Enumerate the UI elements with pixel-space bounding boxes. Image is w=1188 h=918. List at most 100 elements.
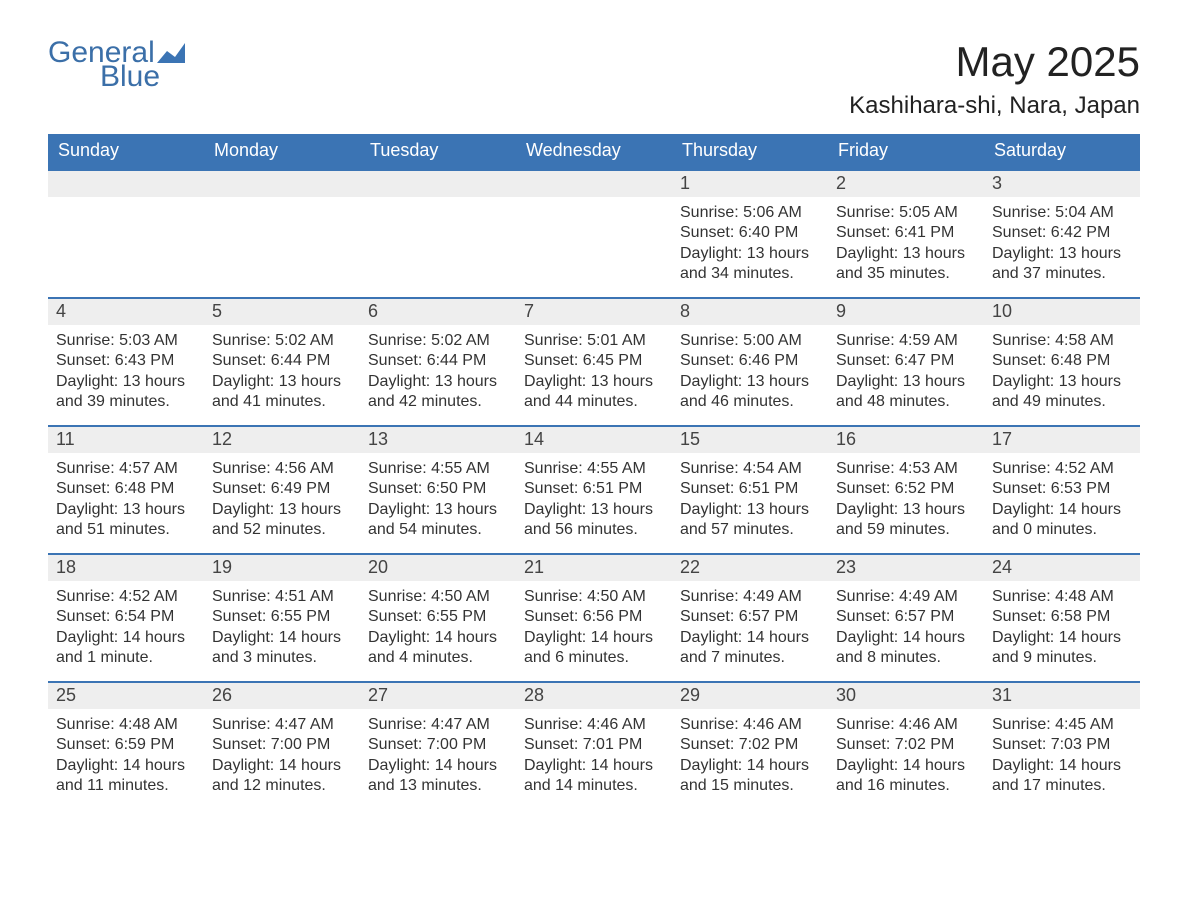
daylight-text-1: Daylight: 13 hours [524,372,664,392]
daylight-text-1: Daylight: 13 hours [56,372,196,392]
calendar-cell: 29Sunrise: 4:46 AMSunset: 7:02 PMDayligh… [672,683,828,809]
day-number: 17 [984,427,1140,453]
day-number: 7 [516,299,672,325]
sunrise-text: Sunrise: 5:03 AM [56,331,196,351]
sunset-text: Sunset: 6:47 PM [836,351,976,371]
day-number: 27 [360,683,516,709]
day-number: 26 [204,683,360,709]
sunrise-text: Sunrise: 4:48 AM [56,715,196,735]
daylight-text-2: and 57 minutes. [680,520,820,540]
calendar-cell: 1Sunrise: 5:06 AMSunset: 6:40 PMDaylight… [672,171,828,297]
sunrise-text: Sunrise: 4:48 AM [992,587,1132,607]
day-number: 22 [672,555,828,581]
calendar-cell: 28Sunrise: 4:46 AMSunset: 7:01 PMDayligh… [516,683,672,809]
calendar-cell: 30Sunrise: 4:46 AMSunset: 7:02 PMDayligh… [828,683,984,809]
day-info: Sunrise: 4:52 AMSunset: 6:54 PMDaylight:… [48,581,204,669]
sunrise-text: Sunrise: 5:02 AM [212,331,352,351]
daylight-text-2: and 39 minutes. [56,392,196,412]
day-info: Sunrise: 5:04 AMSunset: 6:42 PMDaylight:… [984,197,1140,285]
sunrise-text: Sunrise: 4:45 AM [992,715,1132,735]
daylight-text-1: Daylight: 13 hours [680,500,820,520]
day-info: Sunrise: 4:50 AMSunset: 6:56 PMDaylight:… [516,581,672,669]
day-number [48,171,204,197]
sunset-text: Sunset: 6:55 PM [368,607,508,627]
sunset-text: Sunset: 6:43 PM [56,351,196,371]
calendar-cell: 19Sunrise: 4:51 AMSunset: 6:55 PMDayligh… [204,555,360,681]
calendar-cell: 8Sunrise: 5:00 AMSunset: 6:46 PMDaylight… [672,299,828,425]
day-info: Sunrise: 5:01 AMSunset: 6:45 PMDaylight:… [516,325,672,413]
sunset-text: Sunset: 6:41 PM [836,223,976,243]
daylight-text-2: and 8 minutes. [836,648,976,668]
sunrise-text: Sunrise: 4:46 AM [680,715,820,735]
sunrise-text: Sunrise: 4:49 AM [680,587,820,607]
sunrise-text: Sunrise: 4:53 AM [836,459,976,479]
day-info: Sunrise: 4:58 AMSunset: 6:48 PMDaylight:… [984,325,1140,413]
day-number: 20 [360,555,516,581]
sunrise-text: Sunrise: 4:46 AM [836,715,976,735]
sunrise-text: Sunrise: 4:55 AM [368,459,508,479]
day-info: Sunrise: 4:55 AMSunset: 6:50 PMDaylight:… [360,453,516,541]
day-number: 2 [828,171,984,197]
day-info: Sunrise: 4:55 AMSunset: 6:51 PMDaylight:… [516,453,672,541]
day-info: Sunrise: 5:03 AMSunset: 6:43 PMDaylight:… [48,325,204,413]
day-number: 28 [516,683,672,709]
sunset-text: Sunset: 6:44 PM [212,351,352,371]
calendar-cell [48,171,204,297]
calendar-cell: 23Sunrise: 4:49 AMSunset: 6:57 PMDayligh… [828,555,984,681]
day-number: 9 [828,299,984,325]
calendar-cell: 4Sunrise: 5:03 AMSunset: 6:43 PMDaylight… [48,299,204,425]
sunset-text: Sunset: 6:40 PM [680,223,820,243]
calendar-cell: 24Sunrise: 4:48 AMSunset: 6:58 PMDayligh… [984,555,1140,681]
day-number: 6 [360,299,516,325]
sunrise-text: Sunrise: 5:04 AM [992,203,1132,223]
day-header: Wednesday [516,134,672,169]
daylight-text-1: Daylight: 14 hours [836,628,976,648]
sunset-text: Sunset: 6:51 PM [680,479,820,499]
sunset-text: Sunset: 6:53 PM [992,479,1132,499]
sunset-text: Sunset: 7:03 PM [992,735,1132,755]
week-row: 4Sunrise: 5:03 AMSunset: 6:43 PMDaylight… [48,297,1140,425]
sunset-text: Sunset: 6:57 PM [836,607,976,627]
day-header: Saturday [984,134,1140,169]
day-info: Sunrise: 4:48 AMSunset: 6:59 PMDaylight:… [48,709,204,797]
day-header: Sunday [48,134,204,169]
calendar-cell: 11Sunrise: 4:57 AMSunset: 6:48 PMDayligh… [48,427,204,553]
sunrise-text: Sunrise: 5:05 AM [836,203,976,223]
day-number: 15 [672,427,828,453]
sunrise-text: Sunrise: 5:00 AM [680,331,820,351]
calendar-cell: 26Sunrise: 4:47 AMSunset: 7:00 PMDayligh… [204,683,360,809]
day-number: 19 [204,555,360,581]
sunset-text: Sunset: 6:51 PM [524,479,664,499]
daylight-text-1: Daylight: 14 hours [836,756,976,776]
day-info: Sunrise: 5:00 AMSunset: 6:46 PMDaylight:… [672,325,828,413]
day-info: Sunrise: 4:48 AMSunset: 6:58 PMDaylight:… [984,581,1140,669]
calendar-cell [360,171,516,297]
daylight-text-2: and 12 minutes. [212,776,352,796]
calendar-cell: 12Sunrise: 4:56 AMSunset: 6:49 PMDayligh… [204,427,360,553]
day-number: 25 [48,683,204,709]
daylight-text-2: and 49 minutes. [992,392,1132,412]
sunset-text: Sunset: 6:56 PM [524,607,664,627]
calendar-cell: 27Sunrise: 4:47 AMSunset: 7:00 PMDayligh… [360,683,516,809]
calendar-cell: 9Sunrise: 4:59 AMSunset: 6:47 PMDaylight… [828,299,984,425]
day-header: Thursday [672,134,828,169]
day-number: 4 [48,299,204,325]
daylight-text-1: Daylight: 13 hours [836,500,976,520]
daylight-text-1: Daylight: 14 hours [212,628,352,648]
day-number: 18 [48,555,204,581]
sunrise-text: Sunrise: 4:54 AM [680,459,820,479]
daylight-text-2: and 11 minutes. [56,776,196,796]
daylight-text-2: and 34 minutes. [680,264,820,284]
daylight-text-1: Daylight: 13 hours [368,372,508,392]
sunset-text: Sunset: 7:02 PM [836,735,976,755]
day-number: 8 [672,299,828,325]
sunset-text: Sunset: 6:49 PM [212,479,352,499]
daylight-text-1: Daylight: 14 hours [992,756,1132,776]
sunrise-text: Sunrise: 4:47 AM [212,715,352,735]
daylight-text-1: Daylight: 14 hours [56,628,196,648]
daylight-text-2: and 13 minutes. [368,776,508,796]
daylight-text-1: Daylight: 14 hours [992,500,1132,520]
calendar-cell [516,171,672,297]
daylight-text-1: Daylight: 13 hours [212,372,352,392]
brand-blue: Blue [100,62,185,92]
